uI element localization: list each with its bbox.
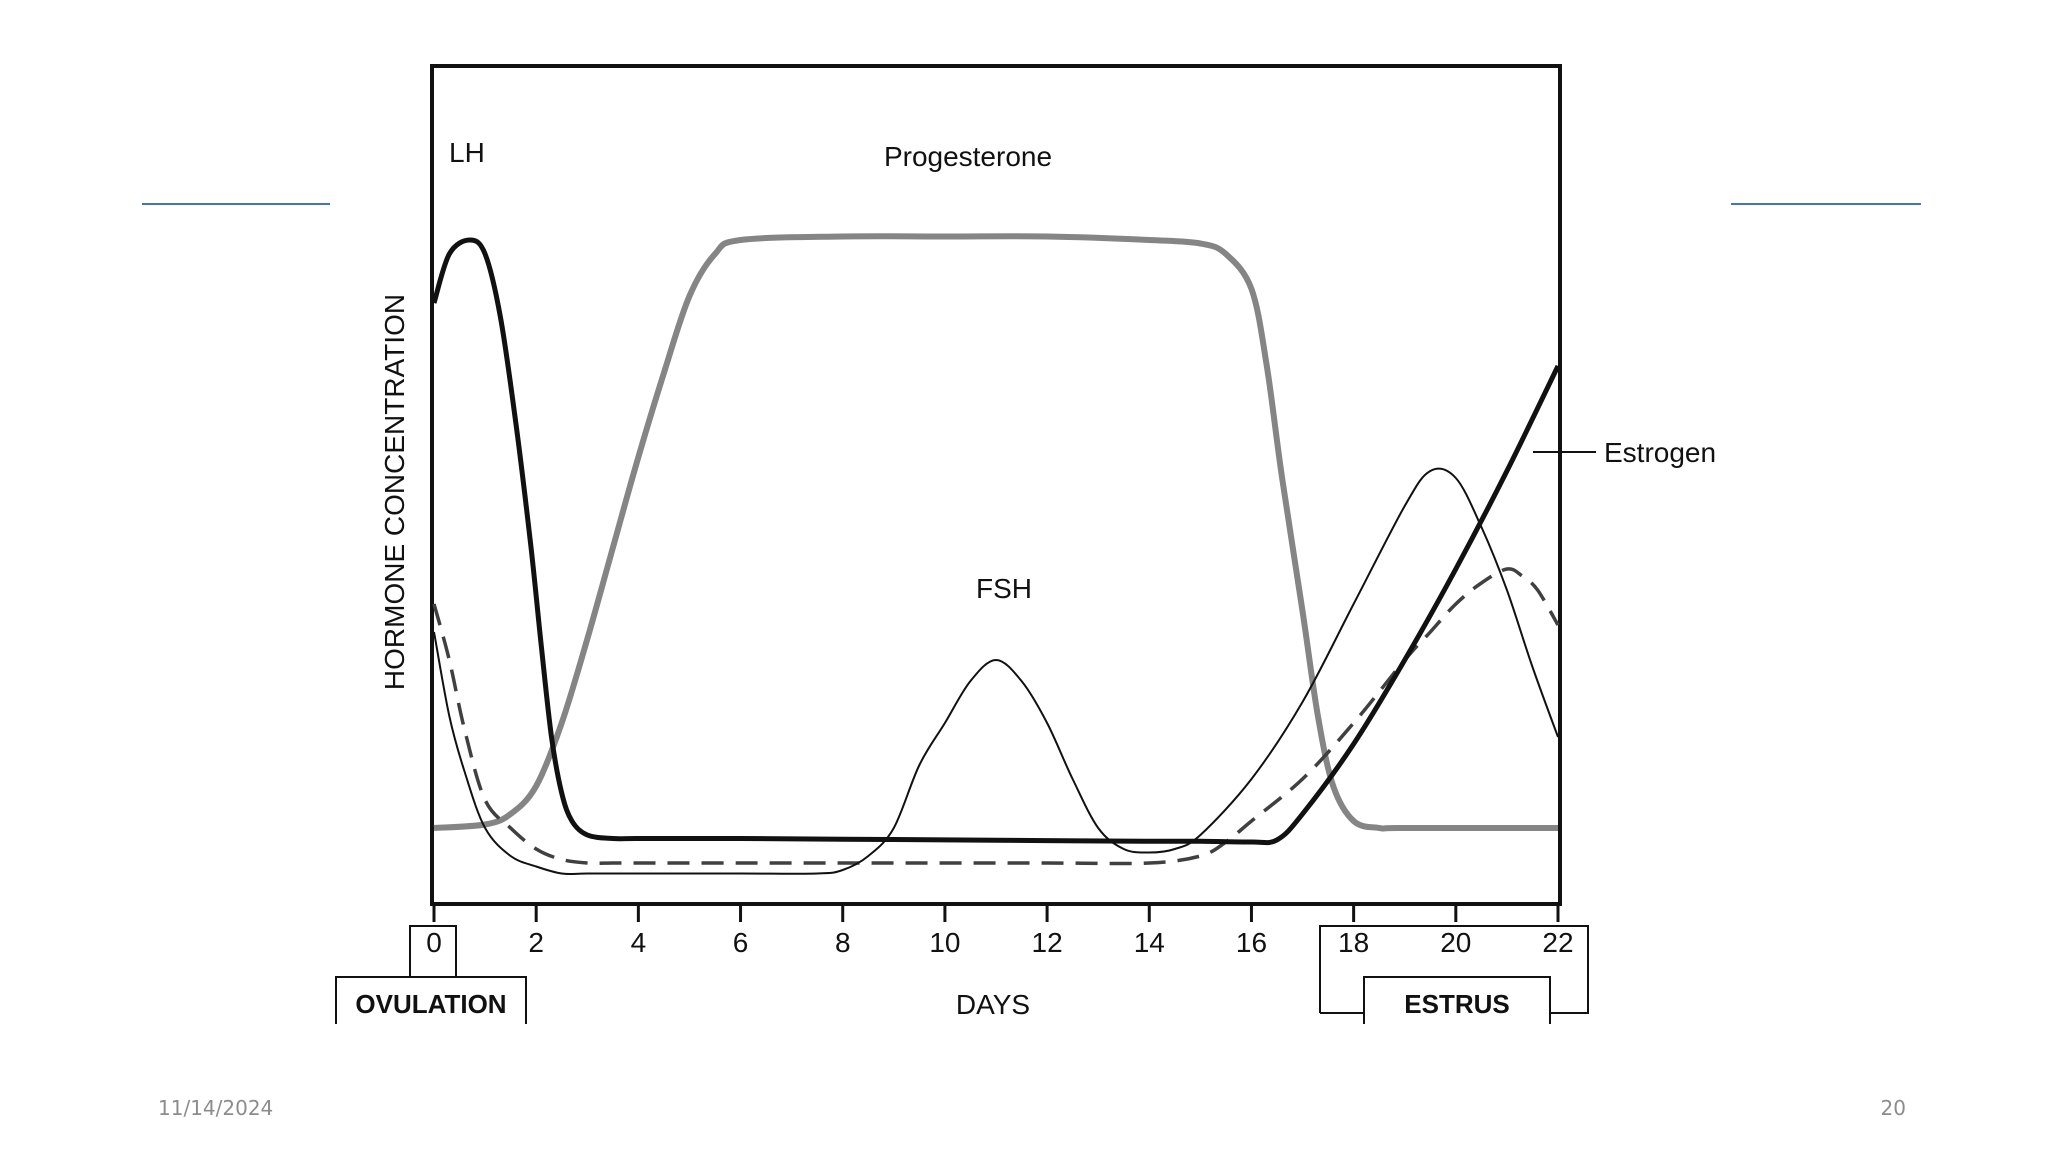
title-rule-left <box>142 203 330 205</box>
ovulation-box <box>335 976 527 1024</box>
x-tick-label: 10 <box>929 927 960 958</box>
x-tick-label: 2 <box>528 927 544 958</box>
x-tick-label: 4 <box>631 927 647 958</box>
series-layer <box>431 233 1561 876</box>
estrus-box <box>1363 976 1551 1024</box>
slide-number: 20 <box>1880 1096 1906 1120</box>
estrogen-series-label: Estrogen <box>1604 437 1716 468</box>
y-axis-label: HORMONE CONCENTRATION <box>379 294 410 690</box>
progesterone-series-label: Progesterone <box>884 141 1052 172</box>
ovulation-label: OVULATION <box>355 989 506 1019</box>
x-tick-label: 6 <box>733 927 749 958</box>
series-line-progesterone <box>433 233 1558 832</box>
estrus-bracket <box>1319 925 1589 1014</box>
title-rule-right <box>1731 203 1921 205</box>
series-line-estrogen <box>432 567 1560 866</box>
x-tick-label: 16 <box>1236 927 1267 958</box>
x-tick-label: 8 <box>835 927 851 958</box>
footer-date: 11/14/2024 <box>158 1096 274 1120</box>
x-tick-label: 0 <box>426 927 442 958</box>
x-tick-label: 20 <box>1440 927 1471 958</box>
estrus-label: ESTRUS <box>1404 989 1509 1019</box>
x-tick-label: 18 <box>1338 927 1369 958</box>
fsh-series-label: FSH <box>976 573 1032 604</box>
lh-series-label: LH <box>449 137 485 168</box>
series-line-fsh <box>433 467 1559 876</box>
x-tick-label: 22 <box>1542 927 1573 958</box>
x-axis: 0 2 4 6 8 10 12 14 16 18 20 22 <box>426 904 1574 958</box>
x-axis-label: DAYS <box>956 989 1030 1020</box>
marker-layer: OVULATION ESTRUS <box>335 925 1589 1024</box>
series-line-lh <box>431 237 1561 846</box>
plot-frame <box>430 64 1562 906</box>
x-tick-label: 14 <box>1134 927 1165 958</box>
x-tick-label: 12 <box>1032 927 1063 958</box>
